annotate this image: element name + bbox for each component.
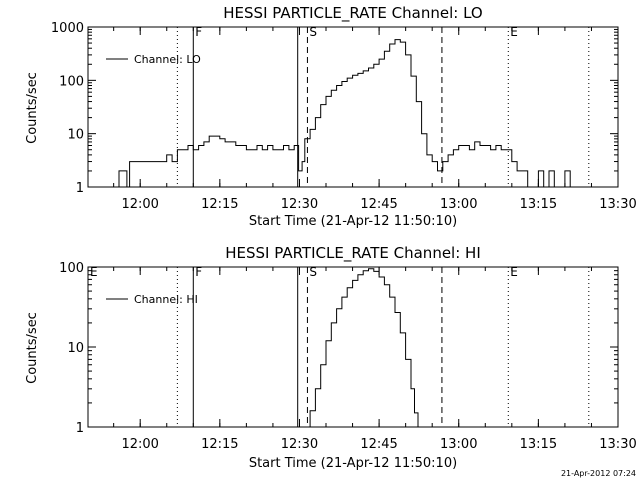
x-axis-label: Start Time (21-Apr-12 11:50:10) [249,456,457,471]
x-tick-label: 13:15 [520,197,557,212]
legend-label: Channel: HI [134,293,198,306]
x-tick-label: 12:00 [121,437,158,452]
legend-label: Channel: LO [134,53,201,66]
x-tick-label: 13:30 [599,437,636,452]
series-line [306,268,419,428]
event-marker-label: F [195,25,202,39]
series-line [113,39,571,188]
plot-frame [87,26,619,188]
y-tick-label: 10 [67,341,84,356]
x-axis-label: Start Time (21-Apr-12 11:50:10) [249,214,457,229]
y-tick-label: 1 [76,181,84,196]
x-tick-label: 13:00 [440,437,477,452]
event-marker-label: E [510,265,518,279]
y-axis-label: Counts/sec [25,72,40,144]
y-axis-label: Counts/sec [25,312,40,384]
event-marker-label: E [90,265,98,279]
x-tick-label: 12:45 [360,437,397,452]
y-tick-label: 10 [67,128,84,143]
event-marker-label: F [195,265,202,279]
chart-title: HESSI PARTICLE_RATE Channel: HI [225,244,481,263]
x-tick-label: 12:30 [281,437,318,452]
y-tick-label: 100 [59,74,84,89]
x-tick-label: 12:00 [121,197,158,212]
y-tick-label: 1 [76,421,84,436]
x-tick-label: 12:15 [201,437,238,452]
x-tick-label: 13:00 [440,197,477,212]
x-tick-label: 12:30 [281,197,318,212]
plot-frame [87,266,619,428]
event-marker-label: S [309,265,317,279]
x-tick-label: 12:15 [201,197,238,212]
event-marker-label: S [309,25,317,39]
y-tick-label: 100 [59,261,84,276]
x-tick-label: 12:45 [360,197,397,212]
x-tick-label: 13:30 [599,197,636,212]
y-tick-label: 1000 [51,21,84,36]
x-tick-label: 13:15 [520,437,557,452]
event-marker-label: E [510,25,518,39]
timestamp-label: 21-Apr-2012 07:24 [561,469,636,478]
chart-title: HESSI PARTICLE_RATE Channel: LO [223,4,482,23]
